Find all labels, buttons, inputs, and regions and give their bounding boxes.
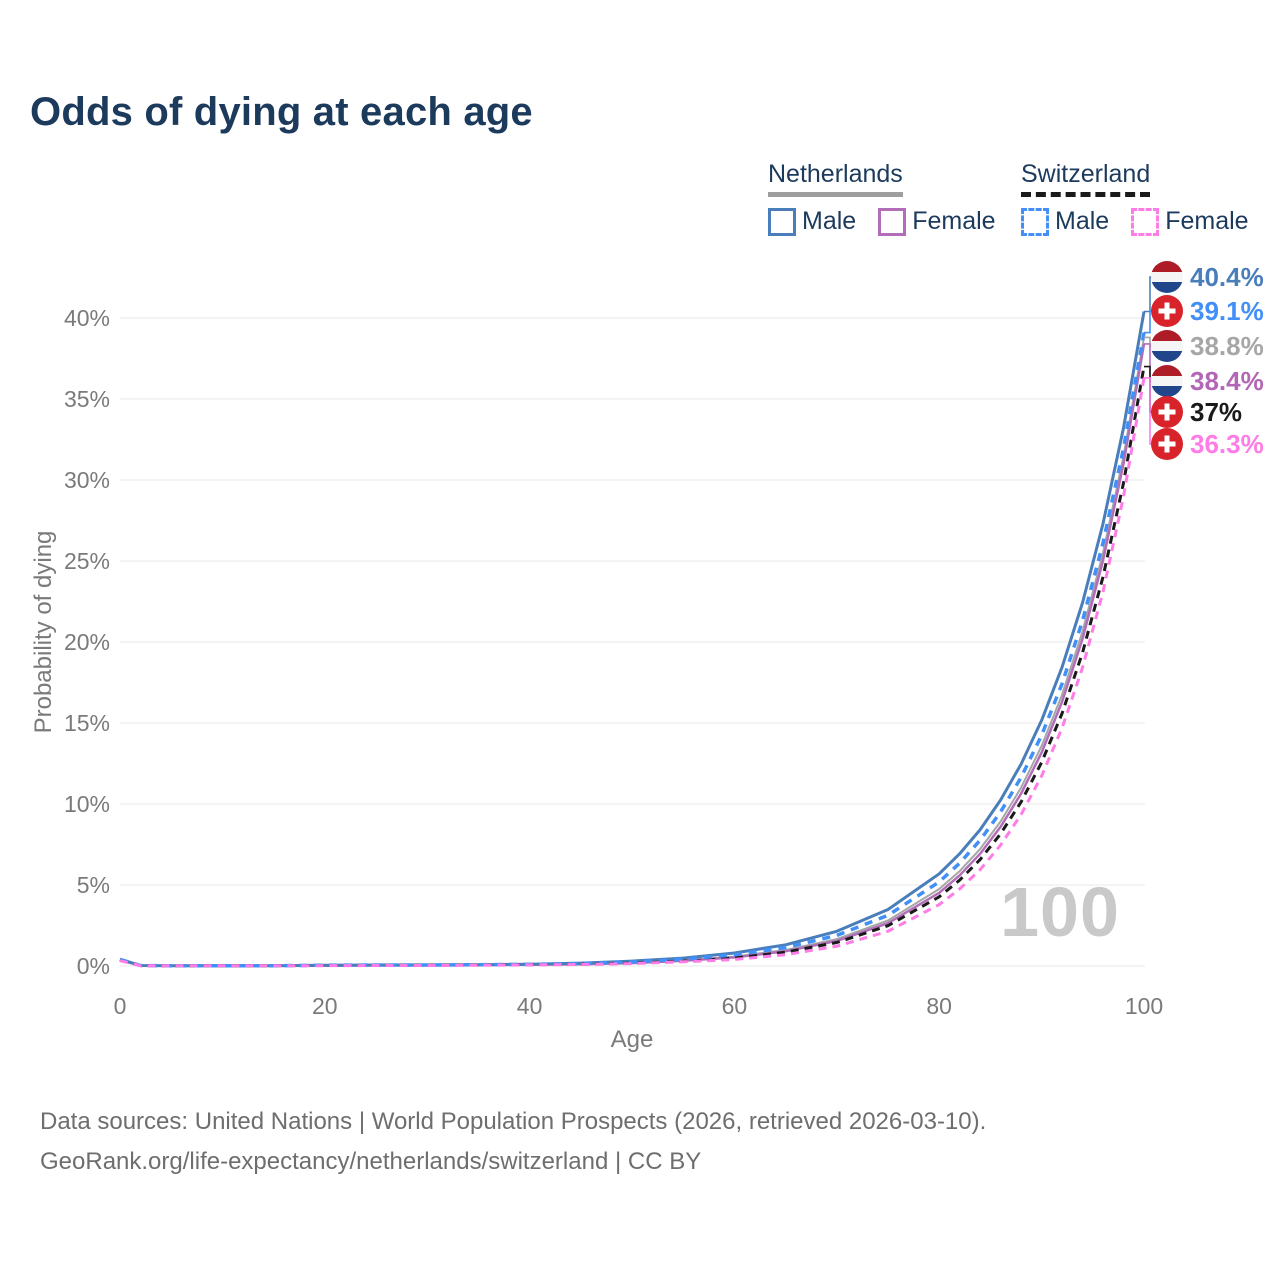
x-tick-label: 60 <box>722 993 748 1019</box>
netherlands-female-swatch-icon <box>878 207 907 236</box>
y-tick-label: 20% <box>64 629 110 655</box>
legend-item-netherlands-female[interactable]: Female <box>878 207 996 236</box>
netherlands-male-swatch-icon <box>768 207 796 236</box>
x-tick-label: 100 <box>1125 993 1163 1019</box>
end-label-leader-line <box>1144 276 1155 313</box>
end-label-leader-line <box>1144 377 1155 445</box>
footer-data-sources: Data sources: United Nations | World Pop… <box>40 1108 987 1135</box>
series-line-netherlands-male[interactable] <box>119 311 1146 968</box>
x-tick-label: 20 <box>312 993 338 1019</box>
y-tick-label: 5% <box>77 872 110 898</box>
legend-heading-netherlands: Netherlands <box>768 160 903 197</box>
legend-heading-switzerland: Switzerland <box>1021 160 1151 197</box>
age-counter-watermark: 100 <box>1000 873 1120 951</box>
y-tick-label: 10% <box>64 791 110 817</box>
y-tick-label: 40% <box>64 305 110 331</box>
switzerland-female-swatch-icon <box>1131 207 1160 236</box>
footer-attribution: GeoRank.org/life-expectancy/netherlands/… <box>40 1148 702 1175</box>
y-tick-label: 35% <box>64 386 110 412</box>
legend-item-switzerland-male[interactable]: Male <box>1021 207 1109 236</box>
end-label-leader-line <box>1144 310 1155 334</box>
legend-item-label: Female <box>1165 207 1249 235</box>
x-tick-label: 40 <box>517 993 543 1019</box>
x-axis-title: Age <box>610 1026 654 1053</box>
x-tick-label: 0 <box>114 993 127 1019</box>
series-line-switzerland-both-sexes[interactable] <box>119 366 1146 968</box>
y-tick-label: 30% <box>64 467 110 493</box>
legend-item-label: Female <box>912 207 996 235</box>
x-tick-label: 80 <box>926 993 952 1019</box>
legend-item-label: Male <box>1055 207 1110 235</box>
legend-item-netherlands-male[interactable]: Male <box>768 207 856 236</box>
y-tick-label: 15% <box>64 710 110 736</box>
legend-group-switzerland: Switzerland Male Female <box>1021 160 1249 236</box>
legend-item-label: Male <box>802 207 857 235</box>
legend-group-netherlands: Netherlands Male Female <box>768 160 996 236</box>
y-tick-label: 0% <box>77 953 110 979</box>
y-tick-label: 25% <box>64 548 110 574</box>
series-line-switzerland-male[interactable] <box>119 332 1146 968</box>
page-title: Odds of dying at each age <box>30 90 533 134</box>
legend-item-switzerland-female[interactable]: Female <box>1131 207 1249 236</box>
switzerland-male-swatch-icon <box>1021 207 1049 236</box>
legend: Netherlands Male Female Switzerland Male… <box>0 160 1280 250</box>
y-axis-title: Probability of dying <box>30 530 57 734</box>
